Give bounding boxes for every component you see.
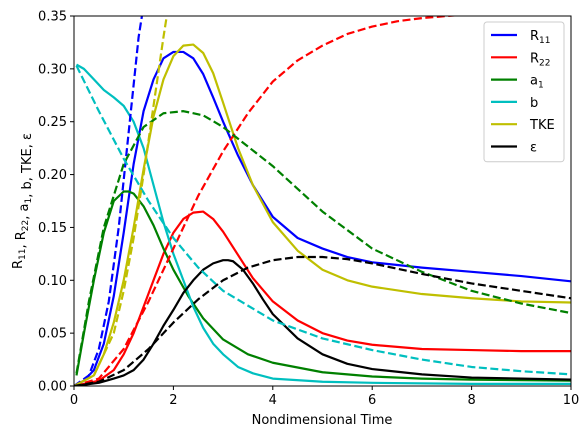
legend: R11 R22 a1 b TKE ε [483,21,565,163]
series-line-4 [74,43,571,386]
y-tick-label: 0.15 [38,221,67,236]
legend-label: TKE [529,118,555,133]
legend-label: R22 [530,51,551,68]
x-axis: 0 2 4 6 8 10 [70,386,579,408]
dashed-series-line-11 [74,255,571,386]
legend-box [483,21,565,163]
y-tick-label: 0.00 [38,380,67,395]
legend-label: R11 [530,29,551,46]
y-tick-label: 0.20 [38,168,67,183]
x-tick-label: 6 [368,393,376,408]
dashed-series-line-9 [75,65,571,376]
y-tick-label: 0.30 [38,62,67,77]
legend-label: ε [530,141,537,156]
y-axis-label: R11, R22, a1, b, TKE, ε [11,133,35,269]
x-tick-label: 2 [169,393,177,408]
dashed-series-line-6 [74,16,144,386]
y-axis: 0.00 0.05 0.10 0.15 0.20 0.25 0.30 0.35 [38,10,74,395]
series-line-1 [74,210,571,386]
dashed-series-line-7 [74,16,462,386]
x-axis-label: Nondimensional Time [252,413,393,428]
plot-frame [73,15,572,387]
series-layer [74,16,571,386]
legend-label: b [530,96,538,111]
series-line-5 [74,259,571,386]
x-tick-label: 4 [269,393,277,408]
x-tick-label: 10 [563,393,580,408]
y-tick-label: 0.05 [38,327,67,342]
y-tick-label: 0.35 [38,10,67,25]
y-tick-label: 0.10 [38,274,67,289]
legend-label: a1 [530,74,544,91]
dashed-series-line-10 [74,16,168,386]
series-line-0 [74,50,571,386]
y-tick-label: 0.25 [38,115,67,130]
series-line-3 [75,63,571,385]
x-tick-label: 0 [70,393,78,408]
x-tick-label: 8 [467,393,475,408]
